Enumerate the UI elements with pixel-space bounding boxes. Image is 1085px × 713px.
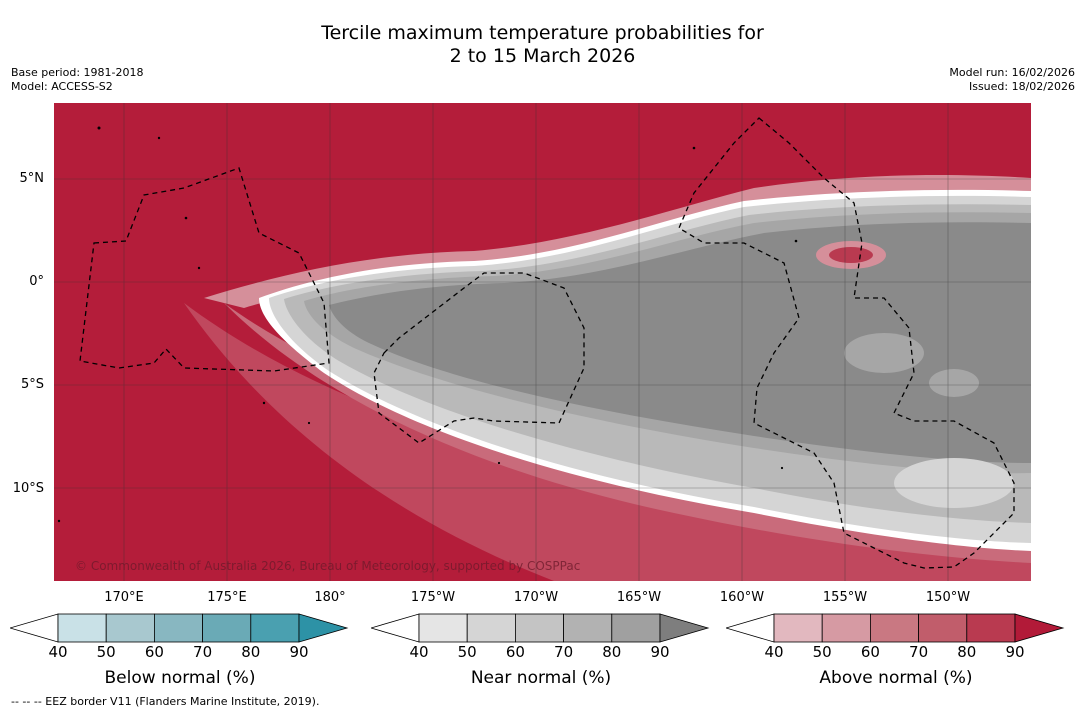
near-tick-label: 90 — [650, 643, 670, 661]
model-name: Model: ACCESS-S2 — [11, 80, 113, 93]
copyright-text: © Commonwealth of Australia 2026, Bureau… — [75, 559, 581, 573]
below-tick-label: 50 — [96, 643, 116, 661]
colorbar-below-title: Below normal (%) — [104, 668, 256, 688]
colorbar-above — [726, 613, 1065, 643]
base-period: Base period: 1981-2018 — [11, 66, 144, 79]
colorbar-near — [371, 613, 710, 643]
lon-label-150w: 150°W — [925, 590, 971, 605]
model-run: Model run: 16/02/2026 — [949, 66, 1075, 79]
above-tick-label: 40 — [764, 643, 784, 661]
colorbar-above-title: Above normal (%) — [819, 668, 973, 688]
below-colorbar-segment — [250, 613, 300, 643]
lat-label-5n: 5°N — [19, 171, 45, 186]
above-colorbar-segment — [821, 613, 871, 643]
near-colorbar-left-cap — [371, 613, 420, 643]
near-tick-label: 70 — [554, 643, 574, 661]
below-tick-label: 80 — [241, 643, 261, 661]
near-patch-1 — [844, 333, 924, 373]
colorbar-below — [10, 613, 349, 643]
near-colorbar-right-cap — [659, 613, 710, 643]
lon-label-175w: 175°W — [410, 590, 456, 605]
probability-map — [54, 103, 1031, 581]
islands — [57, 126, 798, 523]
meta-left: Base period: 1981-2018 Model: ACCESS-S2 — [11, 66, 143, 94]
below-colorbar-segment — [105, 613, 155, 643]
lon-label-175e: 175°E — [207, 590, 247, 605]
below-colorbar-segment — [153, 613, 203, 643]
lon-label-170e: 170°E — [104, 590, 144, 605]
near-tick-label: 60 — [505, 643, 525, 661]
near-tick-label: 80 — [602, 643, 622, 661]
meta-right: Model run: 16/02/2026 Issued: 18/02/2026 — [949, 66, 1075, 94]
near-tick-label: 50 — [457, 643, 477, 661]
lon-label-155w: 155°W — [822, 590, 868, 605]
above-tick-label: 50 — [812, 643, 832, 661]
gridlines — [54, 103, 1031, 581]
above-tick-label: 60 — [860, 643, 880, 661]
above-blob-inner — [829, 247, 873, 263]
title-line-1: Tercile maximum temperature probabilitie… — [321, 22, 764, 44]
below-tick-label: 90 — [289, 643, 309, 661]
near-band-max — [329, 222, 1031, 463]
issued-date: Issued: 18/02/2026 — [968, 80, 1075, 93]
below-colorbar-right-cap — [298, 613, 349, 643]
lon-label-180: 180° — [314, 590, 346, 605]
lon-label-160w: 160°W — [719, 590, 765, 605]
near-patch-3 — [894, 458, 1014, 508]
lat-label-5s: 5°S — [20, 377, 44, 392]
near-colorbar-segment — [418, 613, 468, 643]
lat-label-10s: 10°S — [12, 481, 44, 496]
near-tick-label: 40 — [409, 643, 429, 661]
above-tick-label: 90 — [1005, 643, 1025, 661]
below-tick-label: 60 — [144, 643, 164, 661]
title-line-2: 2 to 15 March 2026 — [449, 45, 636, 67]
below-tick-label: 40 — [48, 643, 68, 661]
below-colorbar-left-cap — [10, 613, 59, 643]
eez-borders — [79, 117, 1015, 569]
below-colorbar-segment — [57, 613, 107, 643]
near-colorbar-segment — [563, 613, 613, 643]
above-colorbar-segment — [918, 613, 968, 643]
lon-label-170w: 170°W — [513, 590, 559, 605]
above-tick-label: 70 — [909, 643, 929, 661]
below-colorbar-segment — [202, 613, 252, 643]
above-tick-label: 80 — [957, 643, 977, 661]
near-colorbar-segment — [514, 613, 564, 643]
above-colorbar-segment — [773, 613, 823, 643]
lon-label-165w: 165°W — [616, 590, 662, 605]
above-colorbar-right-cap — [1014, 613, 1065, 643]
above-colorbar-left-cap — [726, 613, 775, 643]
colorbar-near-title: Near normal (%) — [470, 668, 612, 688]
eez-footnote: -- -- -- EEZ border V11 (Flanders Marine… — [11, 695, 320, 708]
below-tick-label: 70 — [193, 643, 213, 661]
near-colorbar-segment — [466, 613, 516, 643]
above-colorbar-segment — [869, 613, 919, 643]
near-colorbar-segment — [611, 613, 661, 643]
near-patch-2 — [929, 369, 979, 397]
lat-label-0: 0° — [29, 274, 44, 289]
above-colorbar-segment — [966, 613, 1016, 643]
